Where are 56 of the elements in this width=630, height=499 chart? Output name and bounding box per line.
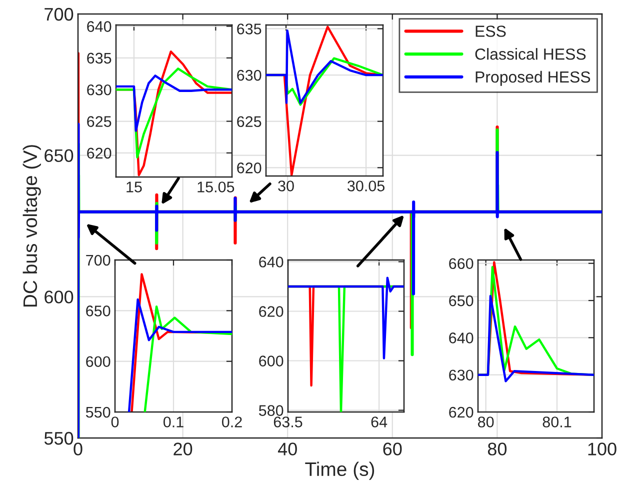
line-series bbox=[116, 74, 232, 132]
x-tick-label: 0.2 bbox=[222, 416, 242, 428]
x-tick-label: 30.05 bbox=[348, 180, 385, 192]
line-series bbox=[288, 276, 404, 360]
y-tick-label: 650 bbox=[44, 149, 74, 162]
y-tick-label: 600 bbox=[259, 356, 284, 366]
x-tick-label: 80.1 bbox=[542, 416, 572, 428]
y-axis-title: DC bus voltage (V) bbox=[22, 145, 41, 307]
y-tick-label: 600 bbox=[44, 290, 74, 304]
y-tick-label: 620 bbox=[259, 306, 284, 317]
x-tick-label: 40 bbox=[278, 442, 297, 456]
x-tick-label: 80 bbox=[478, 416, 494, 428]
line-series bbox=[144, 306, 232, 412]
x-tick-label: 63.5 bbox=[274, 416, 302, 428]
y-tick-label: 700 bbox=[44, 8, 74, 21]
x-tick-label: 80 bbox=[488, 442, 507, 456]
x-tick-label: 15 bbox=[126, 182, 142, 192]
y-tick-label: 600 bbox=[86, 356, 110, 368]
x-tick-label: 30 bbox=[278, 180, 294, 192]
y-tick-label: 700 bbox=[86, 254, 110, 266]
y-tick-label: 625 bbox=[237, 116, 262, 128]
y-tick-label: 640 bbox=[87, 21, 112, 32]
line-series bbox=[478, 294, 594, 382]
line-series bbox=[266, 26, 383, 176]
line-series bbox=[116, 68, 232, 158]
y-tick-label: 620 bbox=[449, 406, 474, 418]
y-tick-label: 650 bbox=[86, 306, 110, 316]
y-tick-label: 650 bbox=[449, 295, 474, 306]
y-tick-label: 580 bbox=[258, 405, 284, 416]
y-tick-label: 550 bbox=[86, 406, 110, 418]
x-tick-label: 0 bbox=[111, 416, 119, 428]
y-tick-label: 625 bbox=[87, 116, 112, 127]
y-tick-label: 630 bbox=[237, 70, 262, 81]
y-tick-label: 550 bbox=[44, 432, 74, 445]
y-tick-label: 635 bbox=[237, 24, 262, 34]
line-series bbox=[266, 29, 383, 104]
x-tick-label: 60 bbox=[383, 442, 402, 456]
x-tick-label: 15.05 bbox=[198, 182, 234, 192]
y-tick-label: 630 bbox=[87, 84, 112, 96]
line-series bbox=[128, 298, 232, 412]
y-tick-label: 640 bbox=[449, 332, 474, 344]
y-tick-label: 630 bbox=[449, 370, 474, 381]
y-tick-label: 620 bbox=[87, 148, 112, 159]
y-tick-label: 660 bbox=[449, 258, 474, 270]
legend-label: Proposed HESS bbox=[476, 70, 590, 86]
y-tick-label: 640 bbox=[259, 256, 284, 268]
x-tick-label: 64 bbox=[371, 416, 388, 428]
legend-label: Classical HESS bbox=[475, 48, 586, 60]
x-tick-label: 0.1 bbox=[163, 416, 184, 428]
x-tick-label: 20 bbox=[174, 442, 192, 456]
x-tick-label: 0 bbox=[74, 442, 82, 456]
legend-label: ESS bbox=[476, 26, 506, 37]
x-tick-label: 100 bbox=[588, 442, 616, 456]
x-axis-title: Time (s) bbox=[305, 462, 374, 480]
y-tick-label: 635 bbox=[87, 52, 112, 64]
y-tick-label: 620 bbox=[237, 162, 262, 174]
